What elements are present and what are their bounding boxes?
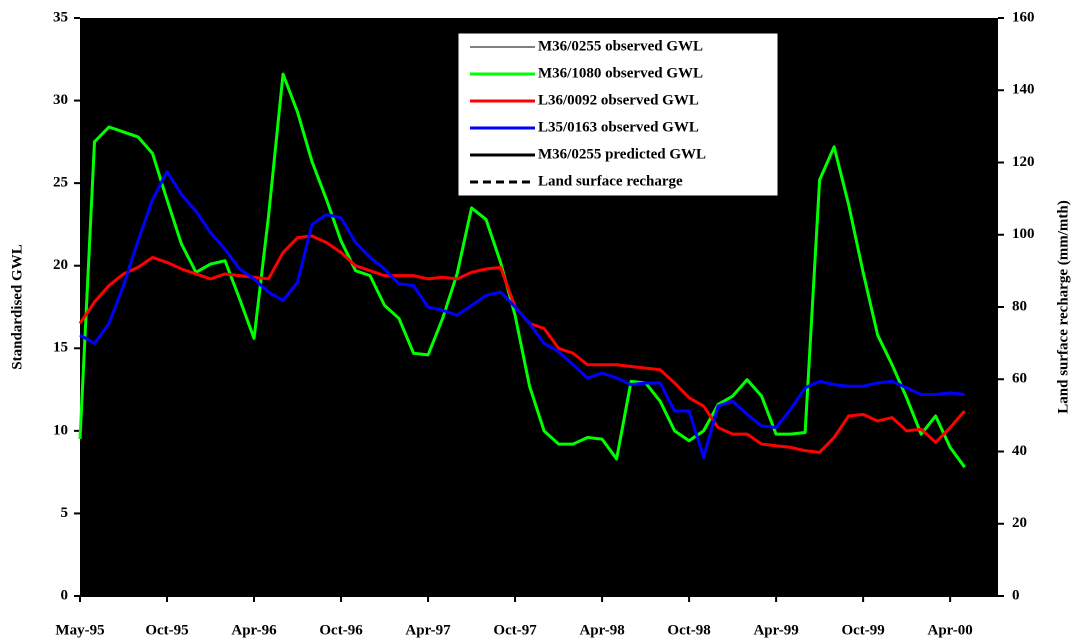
- y2-tick-label: 40: [1012, 443, 1027, 459]
- legend: [457, 32, 779, 197]
- x-tick-label: Oct-95: [145, 622, 188, 638]
- y2-tick-label: 160: [1012, 9, 1035, 25]
- y-tick-label: 30: [53, 92, 68, 108]
- series-line: [78, 72, 966, 469]
- legend-label: M36/1080 observed GWL: [538, 65, 703, 81]
- y2-axis-label: Land surface recharge (mm/mth): [1055, 200, 1071, 413]
- y2-tick-label: 100: [1012, 226, 1035, 242]
- legend-label: Land surface recharge: [538, 173, 683, 189]
- x-tick-label: Apr-98: [579, 622, 624, 638]
- x-tick-label: Oct-96: [319, 622, 363, 638]
- y-tick-label: 25: [53, 175, 68, 191]
- legend-label: L35/0163 observed GWL: [538, 119, 699, 135]
- y-tick-label: 10: [53, 422, 68, 438]
- y-axis-label: Standardised GWL: [9, 244, 25, 369]
- x-tick-label: Oct-97: [493, 622, 537, 638]
- y-tick-label: 20: [53, 257, 68, 273]
- legend-label: L36/0092 observed GWL: [538, 92, 699, 108]
- legend-label: M36/0255 predicted GWL: [538, 146, 706, 162]
- y2-tick-label: 0: [1012, 587, 1020, 603]
- y2-tick-label: 80: [1012, 298, 1027, 314]
- legend-label: M36/0255 observed GWL: [538, 38, 703, 54]
- y-tick-label: 5: [61, 505, 69, 521]
- x-tick-label: Oct-98: [667, 622, 710, 638]
- y2-tick-label: 60: [1012, 371, 1027, 387]
- x-tick-label: Oct-99: [841, 622, 884, 638]
- y2-tick-label: 20: [1012, 515, 1027, 531]
- x-tick-label: Apr-00: [928, 622, 973, 638]
- x-tick-label: Apr-99: [753, 622, 798, 638]
- y-tick-label: 35: [53, 9, 68, 25]
- x-tick-label: May-95: [55, 622, 104, 638]
- x-tick-label: Apr-97: [405, 622, 451, 638]
- y2-tick-label: 140: [1012, 82, 1035, 98]
- series-line: [79, 170, 965, 459]
- y-tick-label: 0: [61, 587, 69, 603]
- y-tick-label: 15: [53, 340, 68, 356]
- x-tick-label: Apr-96: [231, 622, 277, 638]
- y2-tick-label: 120: [1012, 154, 1035, 170]
